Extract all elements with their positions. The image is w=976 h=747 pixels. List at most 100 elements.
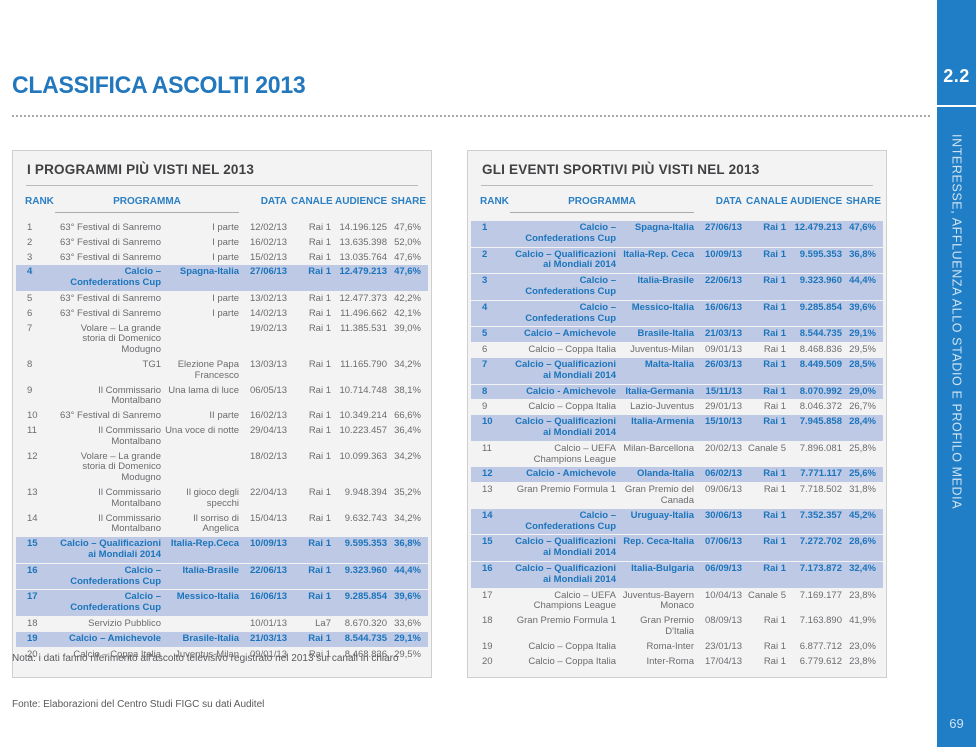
cell-share: 29,5% (849, 344, 876, 356)
cell-rank: 4 (27, 266, 33, 278)
cell-rank: 14 (482, 509, 493, 521)
table-row: 1 Calcio – Confederations Cup Spagna-Itali… (471, 221, 883, 247)
table-row: 18 Gran Premio Formula 1 Gran Premio D'Ita… (471, 614, 883, 640)
cell-detail: II parte (209, 410, 239, 422)
column-header-audience: AUDIENCE (790, 196, 843, 207)
table-row: 9 Il Commissario Montalbano Una lama di lu… (16, 384, 428, 410)
cell-detail: Messico-Italia (631, 301, 694, 313)
cell-data: 09/01/13 (705, 344, 742, 356)
column-header-canale: CANALE (291, 196, 333, 207)
cell-canale: Rai 1 (763, 301, 786, 313)
column-header-share: SHARE (846, 196, 882, 207)
column-header-rank: RANK (480, 196, 509, 207)
cell-share: 33,6% (394, 617, 421, 629)
cell-canale: Rai 1 (308, 236, 331, 248)
cell-rank: 10 (27, 410, 38, 422)
cell-share: 38,1% (394, 384, 421, 396)
cell-audience: 7.945.858 (799, 416, 842, 428)
cell-detail: Il gioco degli specchi (186, 486, 239, 509)
eventi-sportivi-piu-visti-table: GLI EVENTI SPORTIVI PIÙ VISTI NEL 2013 R… (467, 150, 887, 679)
cell-detail (161, 452, 239, 484)
cell-detail: I parte (212, 222, 239, 233)
cell-canale: Rai 1 (763, 484, 786, 496)
cell-canale: Rai 1 (763, 509, 786, 521)
section-number: 2.2 (943, 66, 970, 86)
cell-share: 28,6% (849, 536, 876, 548)
cell-rank: 20 (27, 648, 38, 660)
cell-share: 34,2% (394, 358, 421, 370)
cell-audience: 12.479.213 (794, 222, 842, 233)
table-header: RANK PROGRAMMA DATA CANALE AUDIENCE SHARE (468, 186, 886, 219)
cell-detail: Italia-Bulgaria (631, 562, 694, 574)
table-row: 12 Calcio - Amichevole Olanda-Italia 06/02/… (471, 467, 883, 483)
tables-area: I PROGRAMMI PIÙ VISTI NEL 2013 RANK PROGR… (12, 150, 887, 679)
cell-programma: 63° Festival di Sanremo (60, 251, 161, 263)
cell-programma: Calcio – Coppa Italia (528, 344, 616, 356)
cell-detail: Spagna-Italia (179, 266, 239, 278)
table-header: RANK PROGRAMMA DATA CANALE AUDIENCE SHARE (13, 186, 431, 219)
cell-data: 10/04/13 (705, 589, 742, 601)
cell-data: 06/09/13 (705, 562, 742, 574)
cell-canale: Rai 1 (308, 591, 331, 603)
cell-rank: 20 (482, 655, 493, 667)
cell-audience: 7.718.502 (799, 484, 842, 496)
table-row: 15 Calcio – Qualificazioni ai Mondiali 20… (471, 535, 883, 561)
cell-rank: 6 (27, 307, 33, 319)
table-row: 3 Calcio – Confederations Cup Italia-Brasi… (471, 274, 883, 300)
cell-programma: Calcio – Confederations Cup (525, 301, 616, 324)
table-row: 9 Calcio – Coppa Italia Lazio-Juventus 29/0… (471, 400, 883, 415)
cell-detail: Italia-Armenia (631, 416, 694, 428)
cell-canale: La7 (315, 617, 331, 629)
cell-canale: Rai 1 (308, 384, 331, 396)
cell-data: 06/02/13 (705, 468, 742, 480)
cell-audience: 9.323.960 (344, 564, 387, 576)
cell-share: 34,2% (394, 450, 421, 462)
cell-programma: Calcio – Qualificazioni ai Mondiali 2014 (515, 416, 616, 438)
chapter-title-vertical: INTERESSE, AFFLUENZA ALLO STADIO E PROFI… (949, 134, 964, 510)
cell-audience: 8.544.735 (799, 328, 842, 340)
cell-programma: 63° Festival di Sanremo (60, 307, 161, 319)
cell-detail: Roma-Inter (646, 640, 694, 652)
cell-canale: Rai 1 (308, 538, 331, 550)
column-header-data: DATA (260, 196, 287, 207)
cell-share: 34,2% (394, 512, 421, 524)
table-row: 6 63° Festival di Sanremo I parte 14/02/13 R… (16, 307, 428, 322)
cell-audience: 12.477.373 (339, 292, 387, 304)
cell-detail: Lazio-Juventus (630, 401, 694, 413)
cell-programma: Calcio – Amichevole (523, 328, 616, 340)
cell-share: 66,6% (394, 410, 421, 422)
cell-programma: Calcio – Confederations Cup (525, 275, 616, 297)
cell-data: 16/02/13 (250, 410, 287, 422)
cell-share: 29,1% (394, 632, 421, 644)
cell-share: 39,6% (849, 301, 876, 313)
cell-share: 23,0% (849, 640, 876, 652)
table-row: 5 63° Festival di Sanremo I parte 13/02/13 R… (16, 292, 428, 307)
cell-canale: Rai 1 (308, 648, 331, 660)
cell-programma: 63° Festival di Sanremo (60, 236, 161, 248)
cell-audience: 7.352.357 (799, 509, 842, 521)
cell-detail: I parte (212, 307, 239, 319)
cell-rank: 15 (482, 536, 493, 548)
cell-canale: Rai 1 (308, 632, 331, 644)
cell-audience: 8.070.992 (799, 385, 842, 397)
cell-canale: Rai 1 (308, 292, 331, 304)
cell-audience: 12.479.213 (339, 266, 387, 278)
cell-rank: 15 (27, 538, 38, 550)
cell-detail: Juventus-Milan (630, 344, 694, 356)
cell-rank: 2 (482, 248, 488, 260)
cell-data: 09/06/13 (705, 484, 742, 496)
cell-share: 47,6% (394, 222, 421, 233)
cell-programma: Calcio - Amichevole (526, 385, 616, 397)
cell-canale: Rai 1 (763, 536, 786, 548)
cell-data: 13/03/13 (250, 358, 287, 370)
cell-rank: 14 (27, 512, 38, 524)
cell-programma: Calcio – Confederations Cup (70, 266, 161, 289)
table-row: 16 Calcio – Confederations Cup Italia-Bras… (16, 563, 428, 590)
cell-audience: 9.948.394 (344, 486, 387, 498)
cell-detail: Italia-Rep. Ceca (623, 248, 694, 260)
cell-share: 23,8% (849, 589, 876, 601)
column-header-rank: RANK (25, 196, 54, 207)
cell-audience: 8.046.372 (799, 401, 842, 413)
cell-detail: Rep. Ceca-Italia (623, 536, 694, 548)
cell-data: 27/06/13 (250, 266, 287, 278)
